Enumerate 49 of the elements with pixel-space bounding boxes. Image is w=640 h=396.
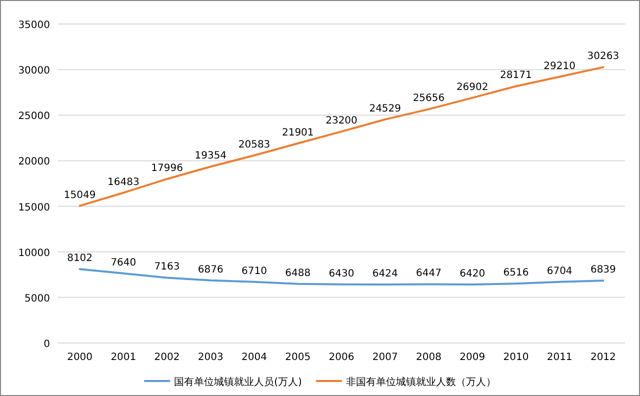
data-label: 23200 xyxy=(326,116,358,127)
data-label: 8102 xyxy=(67,253,93,264)
data-label: 21901 xyxy=(282,127,314,138)
x-tick-label: 2008 xyxy=(416,352,442,363)
data-label: 7163 xyxy=(154,262,180,273)
data-label: 6710 xyxy=(242,266,267,277)
data-label: 28171 xyxy=(500,70,532,82)
data-label: 15049 xyxy=(64,190,96,201)
y-tick-label: 15000 xyxy=(18,202,50,214)
data-label: 26902 xyxy=(456,82,488,93)
y-tick-label: 25000 xyxy=(18,111,50,122)
data-label: 6430 xyxy=(328,268,354,280)
x-tick-label: 2009 xyxy=(460,352,486,363)
data-label: 20583 xyxy=(238,139,270,150)
x-tick-label: 2006 xyxy=(328,352,354,363)
x-tick-label: 2003 xyxy=(198,352,224,363)
legend-label: 非国有单位城镇就业人数（万人） xyxy=(346,376,496,388)
data-label: 24529 xyxy=(369,103,402,114)
data-label: 6420 xyxy=(460,268,486,280)
y-tick-label: 10000 xyxy=(18,248,50,259)
y-tick-label: 20000 xyxy=(18,156,50,168)
data-label: 29210 xyxy=(544,60,576,72)
data-label: 16483 xyxy=(108,176,140,188)
legend-label: 国有单位城镇就业人员(万人) xyxy=(174,376,302,388)
x-tick-label: 2005 xyxy=(285,352,311,363)
x-tick-label: 2000 xyxy=(67,352,93,363)
data-label: 6516 xyxy=(503,268,529,279)
y-tick-label: 30000 xyxy=(18,66,50,77)
data-label: 6839 xyxy=(590,264,616,276)
data-label: 6488 xyxy=(285,268,311,279)
x-tick-label: 2007 xyxy=(372,352,398,363)
x-tick-label: 2004 xyxy=(242,352,267,363)
x-tick-label: 2002 xyxy=(154,352,180,363)
data-label: 6876 xyxy=(198,264,224,276)
y-tick-label: 0 xyxy=(44,339,50,350)
data-label: 6704 xyxy=(546,266,572,277)
data-label: 30263 xyxy=(587,51,620,62)
data-label: 7640 xyxy=(110,257,136,268)
data-label: 6424 xyxy=(372,268,398,280)
data-label: 6447 xyxy=(416,268,442,280)
data-label: 19354 xyxy=(194,150,227,162)
x-tick-label: 2012 xyxy=(590,352,616,363)
x-tick-label: 2001 xyxy=(110,352,136,363)
x-tick-label: 2010 xyxy=(503,352,529,363)
data-label: 25656 xyxy=(412,93,445,104)
y-tick-label: 35000 xyxy=(18,20,50,31)
data-label: 17996 xyxy=(151,162,183,174)
y-tick-label: 5000 xyxy=(24,293,50,304)
x-tick-label: 2011 xyxy=(546,352,572,363)
